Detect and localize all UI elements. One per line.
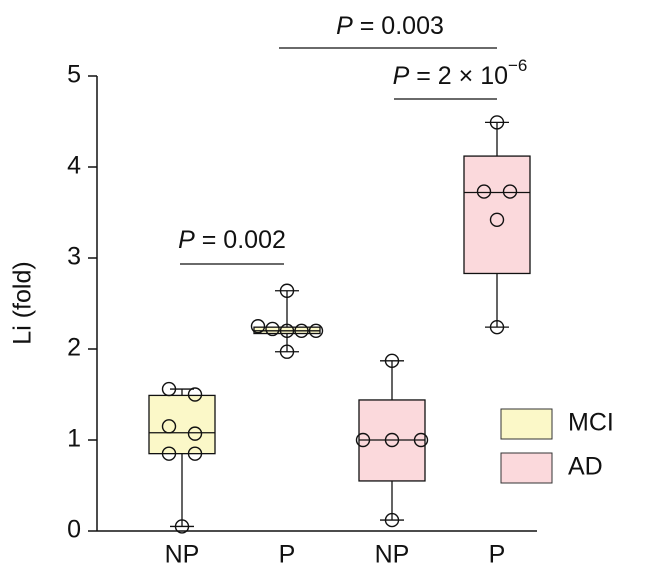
data-point — [384, 432, 400, 448]
data-point — [476, 184, 492, 199]
legend-swatch — [500, 452, 553, 484]
x-tick-label: NP — [165, 541, 200, 569]
data-point — [187, 426, 203, 441]
y-tick-label: 5 — [67, 61, 81, 89]
data-point — [355, 432, 371, 448]
data-point — [187, 387, 203, 402]
annotation: P = 2 × 10−6 — [393, 56, 528, 89]
annotation-text: = 2 × 10 — [416, 62, 508, 90]
data-point — [384, 353, 400, 369]
data-point — [489, 319, 505, 335]
y-tick-label: 3 — [67, 243, 81, 271]
annotation-italic: P — [336, 12, 353, 40]
data-point — [265, 321, 280, 337]
box — [463, 155, 531, 275]
x-tick-label: NP — [375, 541, 410, 569]
box — [148, 394, 216, 455]
data-point — [161, 381, 177, 397]
data-point — [294, 323, 309, 338]
data-point — [250, 319, 266, 334]
data-point — [489, 115, 505, 130]
y-tick-label: 1 — [67, 425, 81, 453]
x-tick-label: P — [489, 541, 506, 569]
data-point — [489, 212, 505, 227]
legend-swatch — [500, 408, 553, 440]
data-point — [279, 344, 295, 359]
legend-label: MCI — [568, 409, 614, 437]
annotation-superscript: −6 — [508, 56, 527, 75]
y-tick-label: 4 — [67, 152, 81, 180]
data-point — [502, 184, 518, 199]
data-point — [384, 512, 400, 528]
annotation-text: = 0.002 — [202, 226, 286, 254]
annotation-italic: P — [393, 62, 410, 90]
annotation-text: = 0.003 — [360, 12, 444, 40]
data-point — [279, 323, 295, 338]
annotation-italic: P — [178, 226, 195, 254]
y-axis-label: Li (fold) — [9, 261, 37, 344]
annotation: P = 0.003 — [336, 12, 444, 40]
legend-label: AD — [568, 453, 603, 481]
y-tick-label: 0 — [67, 516, 81, 544]
y-tick-label: 2 — [67, 334, 81, 362]
data-point — [161, 419, 177, 434]
data-point — [279, 283, 295, 298]
data-point — [161, 446, 177, 461]
data-point — [413, 432, 429, 448]
data-point — [174, 519, 190, 534]
data-point — [187, 446, 203, 461]
annotation: P = 0.002 — [178, 226, 286, 254]
x-tick-label: P — [279, 541, 296, 569]
data-point — [308, 323, 324, 338]
